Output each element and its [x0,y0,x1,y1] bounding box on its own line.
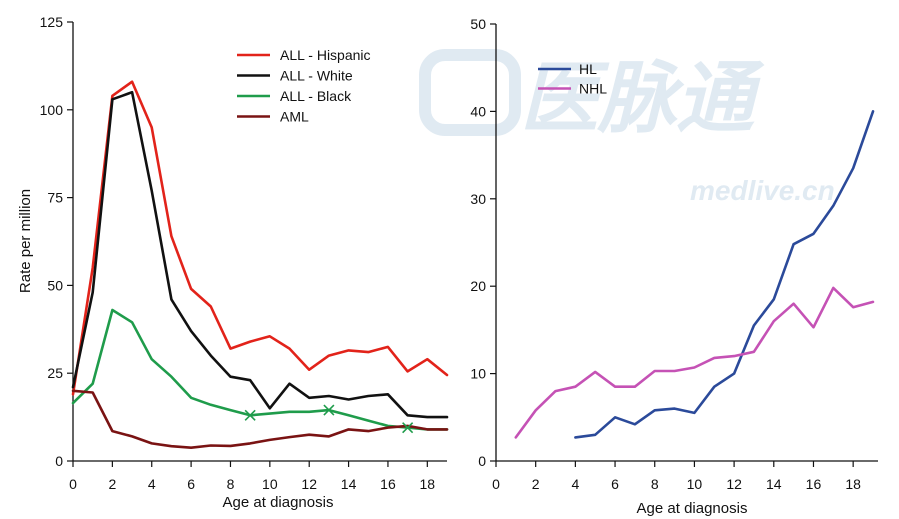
x-tick-label: 18 [420,476,436,492]
legend-label-all-hispanic: ALL - Hispanic [280,47,371,63]
watermark-logo-mark [419,49,521,136]
left-series [71,80,449,450]
x-tick-label: 8 [651,476,659,492]
x-tick-label: 14 [766,476,782,492]
y-tick-label: 75 [47,190,63,206]
left-y-ticks: 0 25 50 75 100 125 [40,14,73,469]
x-tick-label: 12 [301,476,317,492]
y-tick-label: 0 [55,453,63,469]
x-tick-label: 2 [532,476,540,492]
left-x-axis-title: Age at diagnosis [223,494,334,511]
left-legend: ALL - Hispanic ALL - White ALL - Black AML [237,47,371,125]
x-tick-label: 10 [262,476,278,492]
watermark-site-text: medlive.cn [690,175,835,206]
legend-label-hl: HL [579,61,597,77]
y-tick-label: 40 [470,103,486,119]
y-tick-label: 125 [40,14,64,30]
legend-label-all-black: ALL - Black [280,88,352,104]
x-tick-label: 10 [687,476,703,492]
left-chart: 0 25 50 75 100 125 0 2 4 6 8 10 12 14 16 18 Age at dia… [17,14,449,511]
series-line-hl [574,110,875,439]
legend-label-nhl: NHL [579,81,607,97]
x-tick-label: 8 [227,476,235,492]
right-y-ticks: 0 10 20 30 40 50 [470,16,496,469]
x-tick-label: 6 [611,476,619,492]
right-legend: HL NHL [538,61,607,97]
x-tick-label: 16 [380,476,396,492]
left-x-ticks: 0 2 4 6 8 10 12 14 16 18 [69,461,435,492]
y-tick-label: 50 [470,16,486,32]
series-marker-all-black [402,422,414,434]
x-tick-label: 6 [187,476,195,492]
x-tick-label: 0 [492,476,500,492]
y-tick-label: 100 [40,102,64,118]
x-tick-label: 14 [341,476,357,492]
x-tick-label: 0 [69,476,77,492]
series-line-all-black [71,308,449,431]
y-tick-label: 25 [47,365,63,381]
right-chart: 0 10 20 30 40 50 0 2 4 6 8 10 12 14 16 18 Age at diagn… [470,16,878,517]
x-tick-label: 16 [806,476,822,492]
x-tick-label: 2 [108,476,116,492]
series-marker-all-black [244,409,256,421]
right-x-axis-title: Age at diagnosis [637,500,748,517]
y-tick-label: 50 [47,277,63,293]
watermark-logo-text: 医脉通 [520,54,765,142]
y-tick-label: 30 [470,191,486,207]
legend-label-aml: AML [280,109,309,125]
left-markers [244,404,414,434]
x-tick-label: 4 [571,476,579,492]
y-tick-label: 10 [470,366,486,382]
series-line-aml [71,389,449,450]
series-line-nhl [514,286,875,439]
right-x-ticks: 0 2 4 6 8 10 12 14 16 18 [492,461,861,492]
y-tick-label: 20 [470,278,486,294]
legend-label-all-white: ALL - White [280,68,353,84]
right-series [514,110,875,439]
left-y-axis-title: Rate per million [17,189,34,293]
series-marker-all-black [323,404,335,416]
x-tick-label: 12 [726,476,742,492]
x-tick-label: 18 [845,476,861,492]
series-line-all-white [71,90,449,419]
series-line-all-hispanic [71,80,449,396]
y-tick-label: 0 [478,453,486,469]
watermark: 医脉通 medlive.cn [419,49,835,206]
x-tick-label: 4 [148,476,156,492]
